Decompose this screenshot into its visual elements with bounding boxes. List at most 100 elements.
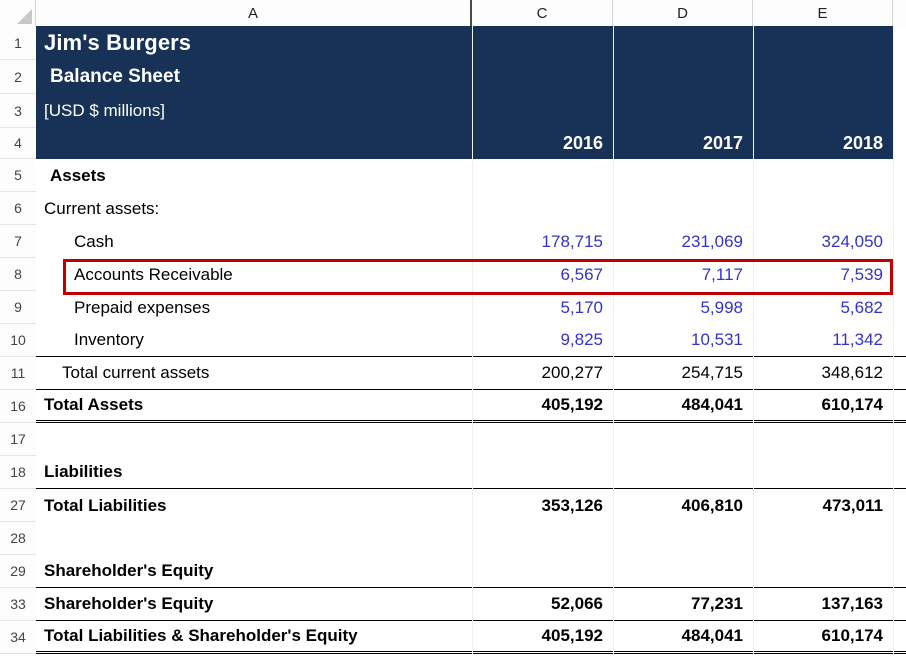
table-row[interactable]: Jim's Burgers: [36, 26, 906, 60]
table-row[interactable]: Accounts Receivable 6,567 7,117 7,539: [36, 258, 906, 291]
table-row[interactable]: Liabilities: [36, 456, 906, 489]
cell-f7[interactable]: [893, 225, 906, 258]
cell-e10[interactable]: 11,342: [832, 330, 883, 349]
cell-f2[interactable]: [893, 60, 906, 94]
table-row[interactable]: Shareholder's Equity 52,066 77,231 137,163: [36, 588, 906, 621]
table-row[interactable]: [36, 522, 906, 555]
cell-a1[interactable]: Jim's Burgers: [36, 26, 472, 60]
cell-a4[interactable]: [36, 128, 472, 159]
table-row[interactable]: Inventory 9,825 10,531 11,342: [36, 324, 906, 357]
cell-f34[interactable]: [893, 621, 906, 651]
cell-d11[interactable]: 254,715: [681, 363, 743, 382]
cell-e34[interactable]: 610,174: [821, 626, 883, 645]
cell-f9[interactable]: [893, 291, 906, 324]
cell-e16[interactable]: 610,174: [821, 395, 883, 414]
row-header-29[interactable]: 29: [0, 555, 36, 588]
table-row[interactable]: Shareholder's Equity: [36, 555, 906, 588]
cell-a8[interactable]: Accounts Receivable: [74, 264, 233, 284]
cell-e29[interactable]: [753, 555, 893, 587]
column-header-next[interactable]: [893, 0, 906, 26]
cell-c29[interactable]: [472, 555, 613, 587]
column-header-c[interactable]: C: [472, 0, 613, 26]
cell-d10[interactable]: 10,531: [691, 330, 743, 349]
cell-f11[interactable]: [893, 357, 906, 389]
cell-c8[interactable]: 6,567: [560, 264, 603, 284]
cell-c27[interactable]: 353,126: [541, 495, 603, 515]
table-row[interactable]: Current assets:: [36, 192, 906, 225]
cell-e1[interactable]: [753, 26, 893, 60]
cell-c3[interactable]: [472, 94, 613, 128]
cell-d5[interactable]: [613, 159, 753, 192]
grid-body[interactable]: Jim's Burgers Balance Sheet [USD $ million…: [36, 26, 906, 654]
cell-a33[interactable]: Shareholder's Equity: [44, 594, 214, 613]
row-header-28[interactable]: 28: [0, 522, 36, 555]
cell-d17[interactable]: [613, 423, 753, 456]
cell-f10[interactable]: [893, 324, 906, 356]
row-header-7[interactable]: 7: [0, 225, 36, 258]
row-header-18[interactable]: 18: [0, 456, 36, 489]
row-header-5[interactable]: 5: [0, 159, 36, 192]
cell-e11[interactable]: 348,612: [821, 363, 883, 382]
cell-a5[interactable]: Assets: [50, 165, 106, 185]
table-row[interactable]: 2016 2017 2018: [36, 128, 906, 159]
cell-d18[interactable]: [613, 456, 753, 488]
row-header-27[interactable]: 27: [0, 489, 36, 522]
cell-f5[interactable]: [893, 159, 906, 192]
cell-f17[interactable]: [893, 423, 906, 456]
cell-d34[interactable]: 484,041: [681, 626, 743, 645]
cell-c17[interactable]: [472, 423, 613, 456]
row-header-34[interactable]: 34: [0, 621, 36, 654]
cell-d33[interactable]: 77,231: [691, 594, 743, 613]
cell-d28[interactable]: [613, 522, 753, 555]
cell-c28[interactable]: [472, 522, 613, 555]
cell-c9[interactable]: 5,170: [560, 297, 603, 317]
cell-f29[interactable]: [893, 555, 906, 587]
column-header-a[interactable]: A: [36, 0, 472, 26]
cell-c18[interactable]: [472, 456, 613, 488]
cell-e7[interactable]: 324,050: [821, 231, 883, 251]
table-row[interactable]: Prepaid expenses 5,170 5,998 5,682: [36, 291, 906, 324]
cell-a7[interactable]: Cash: [74, 231, 114, 251]
row-header-10[interactable]: 10: [0, 324, 36, 357]
row-header-1[interactable]: 1: [0, 26, 36, 60]
cell-c7[interactable]: 178,715: [541, 231, 603, 251]
table-row[interactable]: Total current assets 200,277 254,715 348,61…: [36, 357, 906, 390]
cell-e27[interactable]: 473,011: [822, 495, 883, 515]
table-row[interactable]: Assets: [36, 159, 906, 192]
cell-f27[interactable]: [893, 489, 906, 522]
cell-a34[interactable]: Total Liabilities & Shareholder's Equity: [44, 626, 358, 645]
cell-d2[interactable]: [613, 60, 753, 94]
cell-e2[interactable]: [753, 60, 893, 94]
cell-e33[interactable]: 137,163: [821, 594, 883, 613]
cell-a17[interactable]: [36, 423, 472, 456]
table-row[interactable]: [36, 423, 906, 456]
cell-c5[interactable]: [472, 159, 613, 192]
cell-e3[interactable]: [753, 94, 893, 128]
row-header-8[interactable]: 8: [0, 258, 36, 291]
table-row[interactable]: Total Liabilities 353,126 406,810 473,011: [36, 489, 906, 522]
cell-f6[interactable]: [893, 192, 906, 225]
cell-e5[interactable]: [753, 159, 893, 192]
table-row[interactable]: Total Assets 405,192 484,041 610,174: [36, 390, 906, 423]
cell-c16[interactable]: 405,192: [541, 395, 603, 414]
cell-a18[interactable]: Liabilities: [44, 462, 123, 481]
cell-a3[interactable]: [USD $ millions]: [36, 94, 472, 128]
cell-f4[interactable]: [893, 128, 906, 159]
cell-a28[interactable]: [36, 522, 472, 555]
table-row[interactable]: Balance Sheet: [36, 60, 906, 94]
cell-d6[interactable]: [613, 192, 753, 225]
column-header-d[interactable]: D: [613, 0, 753, 26]
cell-f16[interactable]: [893, 390, 906, 420]
cell-c10[interactable]: 9,825: [560, 330, 603, 349]
cell-d7[interactable]: 231,069: [681, 231, 743, 251]
table-row[interactable]: Total Liabilities & Shareholder's Equity…: [36, 621, 906, 654]
cell-c4[interactable]: 2016: [472, 128, 613, 159]
cell-e4[interactable]: 2018: [753, 128, 893, 159]
cell-f33[interactable]: [893, 588, 906, 620]
row-header-4[interactable]: 4: [0, 128, 36, 159]
table-row[interactable]: Cash 178,715 231,069 324,050: [36, 225, 906, 258]
cell-f1[interactable]: [893, 26, 906, 60]
table-row[interactable]: [USD $ millions]: [36, 94, 906, 128]
column-header-e[interactable]: E: [753, 0, 893, 26]
